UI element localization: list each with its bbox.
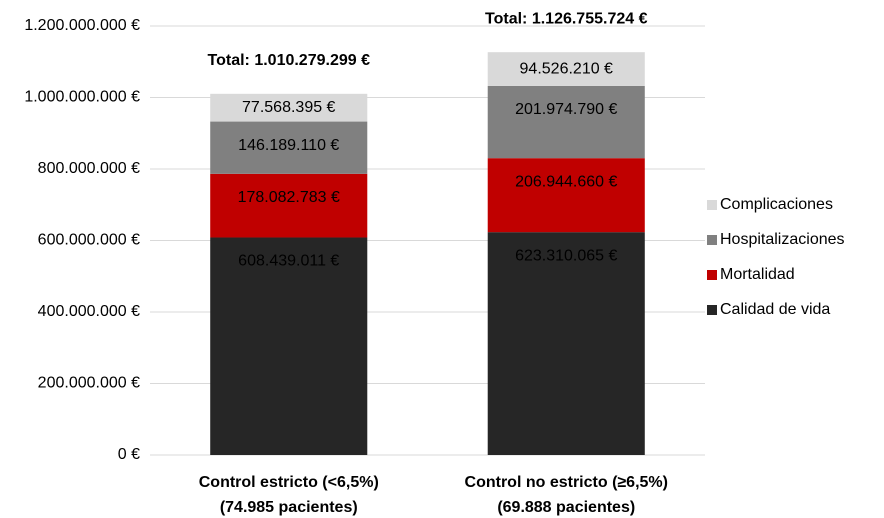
legend-label: Mortalidad [720,266,795,283]
legend-label: Calidad de vida [720,301,830,318]
y-tick-label: 1.200.000.000 € [24,17,140,34]
legend-swatch [707,305,717,315]
value-label: 178.082.783 € [238,189,340,206]
x-tick-sublabel: (69.888 pacientes) [497,499,635,516]
bar-segment [210,93,368,122]
value-label: 206.944.660 € [515,173,617,190]
value-label: 146.189.110 € [238,137,339,154]
legend-label: Complicaciones [720,196,833,213]
bar-segment [210,121,368,174]
bar-segment [487,52,645,86]
total-label: Total: 1.010.279.299 € [208,52,371,69]
value-label: 623.310.065 € [515,247,617,264]
y-tick-label: 1.000.000.000 € [24,89,140,106]
value-label: 608.439.011 € [238,253,339,270]
value-label: 77.568.395 € [242,99,336,116]
x-tick-label: Control no estricto (≥6,5%) [465,474,668,491]
x-tick-label: Control estricto (<6,5%) [199,474,379,491]
total-label: Total: 1.126.755.724 € [485,10,648,27]
x-tick-sublabel: (74.985 pacientes) [220,499,358,516]
legend-swatch [707,235,717,245]
value-label: 94.526.210 € [520,60,614,77]
bar-segment [487,85,645,159]
legend-label: Hospitalizaciones [720,231,845,248]
y-tick-label: 0 € [118,446,140,463]
bar-segment [487,158,645,233]
y-tick-label: 600.000.000 € [38,232,140,249]
legend-swatch [707,200,717,210]
value-label: 201.974.790 € [515,101,617,118]
y-tick-label: 800.000.000 € [38,160,140,177]
y-tick-label: 200.000.000 € [38,375,140,392]
bar-segment [210,237,368,455]
bar-segment [210,173,368,238]
y-tick-label: 400.000.000 € [38,303,140,320]
legend-swatch [707,270,717,280]
bar-segment [487,232,645,455]
